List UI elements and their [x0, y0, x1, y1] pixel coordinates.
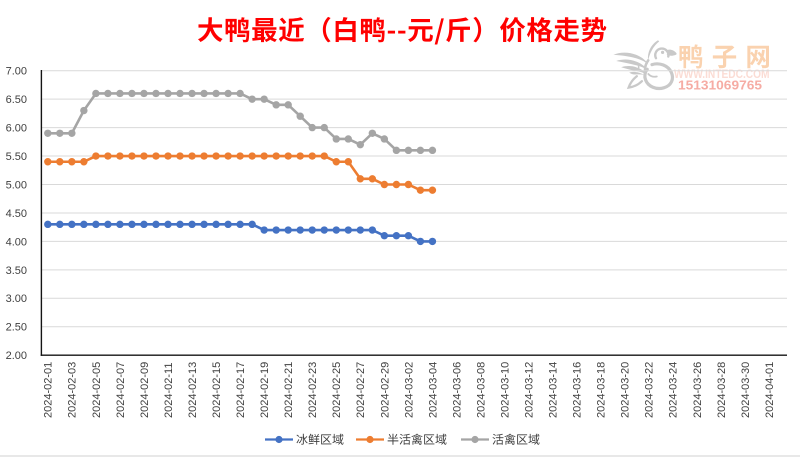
svg-text:3.00: 3.00	[6, 293, 27, 305]
svg-text:5.50: 5.50	[6, 151, 27, 163]
svg-text:2024-02-19: 2024-02-19	[259, 362, 271, 418]
svg-text:2024-02-15: 2024-02-15	[211, 362, 223, 418]
svg-text:2024-03-02: 2024-03-02	[403, 362, 415, 418]
svg-text:2024-04-01: 2024-04-01	[764, 362, 776, 418]
svg-text:2024-02-05: 2024-02-05	[91, 362, 103, 418]
svg-text:4.50: 4.50	[6, 208, 27, 220]
svg-text:2024-03-10: 2024-03-10	[499, 362, 511, 418]
svg-text:2024-02-17: 2024-02-17	[235, 362, 247, 418]
svg-text:2024-03-08: 2024-03-08	[475, 362, 487, 418]
svg-text:6.50: 6.50	[6, 94, 27, 106]
svg-text:2024-03-12: 2024-03-12	[524, 362, 536, 418]
svg-text:2.00: 2.00	[6, 350, 27, 362]
svg-text:15131069765: 15131069765	[678, 78, 762, 92]
svg-text:2024-03-20: 2024-03-20	[620, 362, 632, 418]
svg-text:2024-03-18: 2024-03-18	[596, 362, 608, 418]
svg-text:5.00: 5.00	[6, 179, 27, 191]
svg-text:3.50: 3.50	[6, 265, 27, 277]
svg-text:2024-03-24: 2024-03-24	[668, 362, 680, 418]
svg-text:WWW.INTEDC.COM: WWW.INTEDC.COM	[674, 69, 770, 81]
svg-text:2024-02-09: 2024-02-09	[139, 362, 151, 418]
svg-text:2024-02-07: 2024-02-07	[115, 362, 127, 418]
svg-text:2024-03-22: 2024-03-22	[644, 362, 656, 418]
svg-text:2024-03-28: 2024-03-28	[716, 362, 728, 418]
svg-text:2024-02-23: 2024-02-23	[307, 362, 319, 418]
svg-text:2024-03-14: 2024-03-14	[548, 362, 560, 418]
svg-text:7.00: 7.00	[6, 66, 27, 78]
svg-text:2024-03-06: 2024-03-06	[451, 362, 463, 418]
svg-text:2024-03-30: 2024-03-30	[740, 362, 752, 418]
svg-text:2024-02-01: 2024-02-01	[43, 362, 55, 418]
svg-text:2024-02-13: 2024-02-13	[187, 362, 199, 418]
svg-text:2024-02-03: 2024-02-03	[67, 362, 79, 418]
svg-text:2024-03-26: 2024-03-26	[692, 362, 704, 418]
svg-text:6.00: 6.00	[6, 123, 27, 135]
svg-text:2024-02-27: 2024-02-27	[355, 362, 367, 418]
svg-text:2.50: 2.50	[6, 322, 27, 334]
svg-text:2024-03-04: 2024-03-04	[427, 362, 439, 418]
svg-text:2024-02-29: 2024-02-29	[379, 362, 391, 418]
svg-text:4.00: 4.00	[6, 236, 27, 248]
svg-text:2024-03-16: 2024-03-16	[572, 362, 584, 418]
svg-text:2024-02-21: 2024-02-21	[283, 362, 295, 418]
svg-text:2024-02-25: 2024-02-25	[331, 362, 343, 418]
svg-text:2024-02-11: 2024-02-11	[163, 363, 175, 418]
